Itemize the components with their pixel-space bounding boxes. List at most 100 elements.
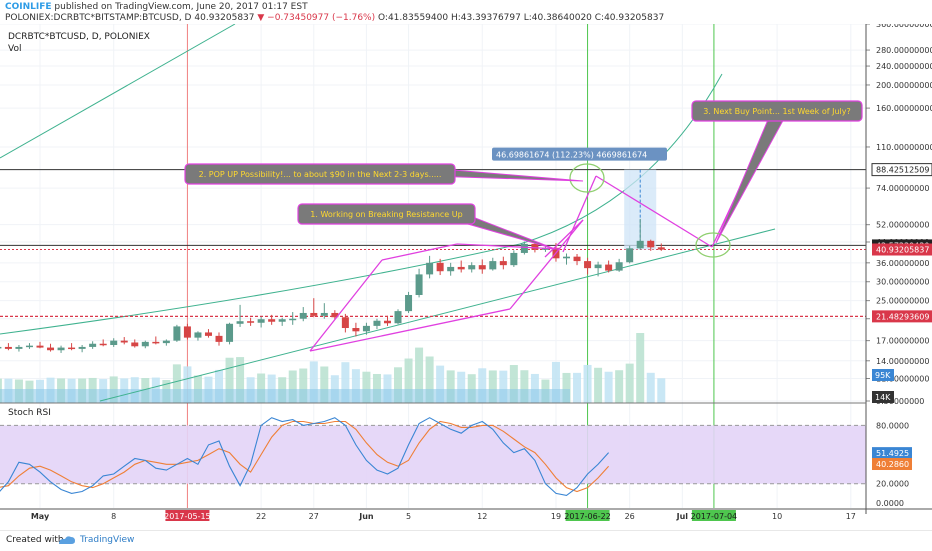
candle-body	[352, 328, 360, 332]
y-tick-label: 240.00000000	[876, 62, 932, 71]
rsi-k-box	[872, 447, 912, 460]
x-tick-label: 26	[625, 512, 635, 521]
candle-body	[215, 335, 223, 342]
rsi-tick-label: 80.0000	[876, 421, 909, 430]
target-circle	[569, 163, 605, 193]
volume-scale-box	[872, 391, 894, 403]
candle-body	[489, 261, 497, 270]
rsi-d-value: 40.2860	[876, 460, 909, 469]
price-change: −0.73450977 (−1.76%)	[267, 13, 376, 23]
drawing-line	[309, 308, 511, 352]
rsi-band	[0, 425, 866, 484]
drawing-line	[381, 243, 458, 261]
x-tick-label: 2017-07-04	[691, 512, 738, 521]
candle-body	[68, 347, 76, 350]
y-tick-label: 110.00000000	[876, 143, 932, 152]
rsi-tick-label: 0.0000	[876, 499, 904, 508]
chart-header: COINLIFE published on TradingView.com, J…	[0, 0, 932, 24]
price-label-box	[872, 243, 932, 256]
candle-body	[289, 318, 297, 321]
volume-bars	[0, 333, 666, 403]
volume-bar	[383, 374, 392, 403]
candle-body	[405, 294, 413, 312]
volume-bar	[267, 374, 276, 403]
created-with: Created with	[6, 535, 64, 545]
drawing-line	[595, 175, 713, 248]
volume-bar	[257, 373, 266, 403]
candle-body	[204, 332, 212, 336]
symbol-full: POLONIEX:DCRBTC*BITSTAMP:BTCUSD, D	[5, 13, 192, 23]
candle-body	[563, 256, 570, 259]
price-chart[interactable]: 46.69861674 (112.23%) 4669861674 1. Work…	[0, 24, 932, 530]
volume-scale-label: 14K	[875, 393, 891, 402]
channel-upper-line	[0, 24, 236, 159]
volume-bar	[594, 367, 603, 403]
candle-body	[415, 274, 423, 295]
candle-body	[383, 320, 391, 324]
candle-body	[57, 347, 65, 351]
footer-bar: Created with TradingView	[0, 530, 932, 551]
candle-body	[320, 312, 328, 316]
candle-body	[436, 262, 444, 272]
callout-text: 3. Next Buy Point... 1st Week of July?	[703, 107, 851, 116]
volume-bar	[562, 372, 571, 403]
candle-body	[426, 262, 434, 275]
tradingview-logo-icon	[59, 536, 75, 544]
candle-body	[15, 346, 23, 349]
volume-bar	[425, 356, 434, 403]
x-tick-highlight	[165, 510, 210, 521]
candle-body	[657, 247, 665, 250]
drawing-line	[544, 219, 584, 258]
volume-bar	[636, 333, 645, 403]
candle-body	[626, 248, 634, 263]
down-arrow-icon: ▼	[257, 13, 265, 23]
candle-body	[478, 265, 486, 270]
volume-scale-box	[872, 369, 894, 381]
volume-scale-label: 95K	[875, 371, 891, 380]
volume-bar	[372, 373, 381, 403]
volume-bar	[172, 364, 181, 403]
x-tick-highlight	[565, 510, 610, 521]
y-tick-label: 36.00000000	[876, 259, 929, 268]
candle-body	[183, 326, 191, 338]
y-tick-label: 160.00000000	[876, 104, 932, 113]
callout-box	[297, 203, 476, 225]
rsi-d-line	[0, 420, 610, 493]
candle-body	[447, 266, 455, 272]
volume-bar	[415, 347, 424, 403]
y-tick-label: 30.00000000	[876, 278, 929, 287]
x-tick-label: 8	[111, 512, 116, 521]
candle-body	[236, 321, 244, 324]
y-tick-label: 14.00000000	[876, 357, 929, 366]
candle-body	[173, 326, 181, 341]
x-tick-label: 2017-05-15	[164, 512, 211, 521]
candle-body	[99, 343, 107, 346]
x-tick-highlight	[691, 510, 736, 521]
rsi-label: Stoch RSI	[8, 408, 51, 418]
author-name[interactable]: COINLIFE	[5, 2, 52, 12]
y-tick-label: 360.00000000	[876, 24, 932, 29]
volume-bar	[530, 373, 539, 403]
candle-body	[499, 261, 507, 266]
stoch-rsi-pane	[0, 417, 866, 496]
channel-lower-line	[99, 228, 776, 402]
candle-body	[531, 243, 539, 250]
drawing-line	[309, 259, 383, 352]
volume-bar	[288, 370, 297, 403]
volume-bar	[657, 378, 666, 403]
volume-bar	[499, 370, 508, 403]
candle-body	[0, 346, 2, 349]
tradingview-link[interactable]: TradingView	[80, 535, 135, 545]
candle-body	[362, 325, 370, 332]
candle-body	[520, 243, 528, 253]
volume-bar	[509, 365, 518, 403]
symbol-line: POLONIEX:DCRBTC*BITSTAMP:BTCUSD, D 40.93…	[5, 13, 664, 23]
volume-bar	[320, 366, 329, 403]
rsi-d-box	[872, 458, 912, 471]
candle-body	[341, 317, 349, 329]
volume-bar	[351, 369, 360, 403]
volume-bar	[457, 371, 466, 403]
callout-text: 1. Working on Breaking Resistance Up	[310, 210, 462, 219]
price-label-text: 40.93205837	[876, 246, 929, 255]
candle-body	[4, 346, 12, 349]
